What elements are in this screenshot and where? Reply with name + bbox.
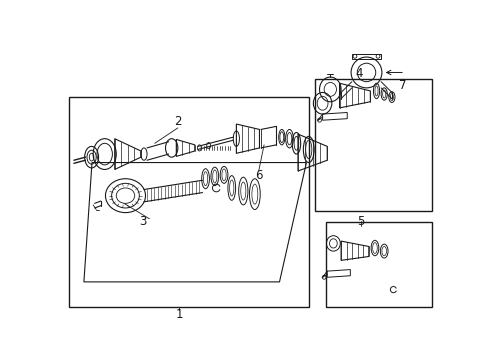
- Bar: [325, 222, 431, 307]
- Text: 5: 5: [357, 215, 364, 228]
- Text: 2: 2: [174, 115, 181, 128]
- Text: 6: 6: [254, 169, 262, 182]
- Text: 3: 3: [139, 215, 146, 228]
- Text: 1: 1: [175, 308, 183, 321]
- Text: 4: 4: [354, 67, 362, 81]
- Bar: [314, 78, 431, 211]
- Text: 7: 7: [398, 79, 406, 92]
- Bar: [68, 97, 308, 307]
